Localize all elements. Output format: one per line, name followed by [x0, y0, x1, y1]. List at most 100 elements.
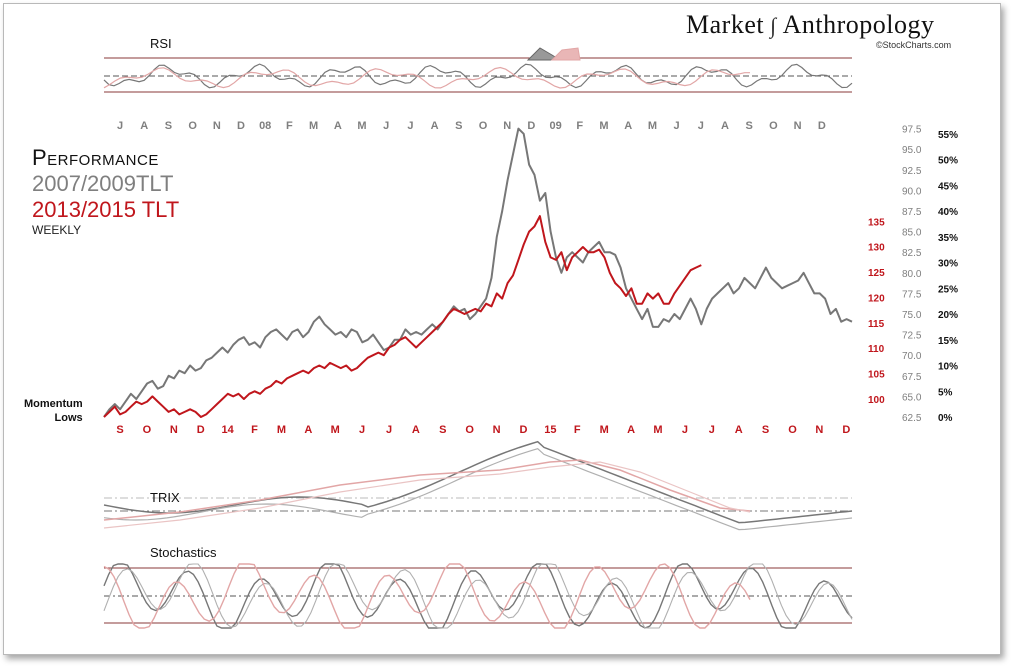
price-2007-axis-tick: 87.5	[902, 207, 922, 218]
top-axis-tick: M	[599, 120, 608, 132]
top-axis-tick: 09	[549, 120, 561, 132]
legend-title: Performance	[32, 145, 159, 170]
bottom-axis-tick: A	[735, 424, 743, 436]
top-axis-tick: O	[479, 120, 488, 132]
bottom-axis-tick: J	[359, 424, 365, 436]
top-axis-tick: D	[237, 120, 245, 132]
dna-icon: ∫	[770, 13, 777, 38]
bottom-axis-tick: J	[682, 424, 688, 436]
price-2007-axis-tick: 62.5	[902, 413, 922, 424]
bottom-axis-tick: F	[251, 424, 258, 436]
percent-axis-tick: 40%	[938, 207, 958, 218]
top-axis-tick: N	[794, 120, 802, 132]
performance-legend: Performance 2007/2009TLT 2013/2015 TLT W…	[32, 145, 179, 237]
percent-axis-tick: 10%	[938, 362, 958, 373]
stochastics-label: Stochastics	[150, 545, 217, 560]
price-2007-axis-tick: 70.0	[902, 351, 922, 362]
bottom-axis-tick: S	[116, 424, 123, 436]
bottom-axis-tick: A	[412, 424, 420, 436]
top-axis-tick: M	[357, 120, 366, 132]
brand-right: Anthropology	[782, 10, 935, 39]
top-axis-tick: A	[140, 120, 148, 132]
bottom-axis-tick: O	[465, 424, 474, 436]
top-axis-tick: A	[721, 120, 729, 132]
price-2013-axis-tick: 135	[868, 217, 885, 228]
bottom-axis-tick: M	[600, 424, 609, 436]
top-axis-tick: J	[674, 120, 680, 132]
rsi-gray-peak	[526, 47, 562, 61]
price-2007-axis-tick: 75.0	[902, 310, 922, 321]
price-2013-axis-tick: 105	[868, 370, 885, 381]
top-axis-tick: M	[648, 120, 657, 132]
bottom-axis-tick: O	[143, 424, 152, 436]
bottom-axis-tick: N	[493, 424, 501, 436]
legend-frequency: WEEKLY	[32, 223, 82, 237]
price-2007-axis-tick: 80.0	[902, 269, 922, 280]
price-2007-axis-tick: 67.5	[902, 372, 922, 383]
series-2013-line	[103, 215, 702, 418]
copyright-text: ©StockCharts.com	[876, 40, 952, 50]
bottom-axis-tick: N	[170, 424, 178, 436]
legend-series-2013: 2013/2015 TLT	[32, 197, 180, 222]
price-2007-axis-tick: 95.0	[902, 145, 922, 156]
top-axis-tick: D	[527, 120, 535, 132]
top-axis-tick: A	[334, 120, 342, 132]
trix-red-line	[103, 459, 751, 521]
price-2007-axis-tick: 72.5	[902, 331, 922, 342]
price-2007-axis-tick: 97.5	[902, 125, 922, 136]
percent-axis-tick: 30%	[938, 259, 958, 270]
price-2013-axis-tick: 110	[868, 344, 885, 355]
brand-logo: Market ∫ Anthropology	[686, 10, 935, 40]
price-2007-axis-tick: 90.0	[902, 186, 922, 197]
trix-red-signal	[103, 461, 751, 529]
top-axis-tick: F	[286, 120, 293, 132]
top-axis-tick: S	[746, 120, 753, 132]
percent-axis-tick: 5%	[938, 387, 953, 398]
price-2013-axis-tick: 125	[868, 268, 885, 279]
top-axis-tick: O	[769, 120, 778, 132]
rsi-gray-line	[103, 63, 853, 89]
price-2007-axis-tick: 82.5	[902, 248, 922, 259]
percent-axis-tick: 45%	[938, 181, 958, 192]
rsi-label: RSI	[150, 36, 172, 51]
bottom-axis-tick: D	[197, 424, 205, 436]
stoch-gray-line	[103, 563, 853, 629]
stoch-red-line	[103, 563, 751, 629]
price-2007-axis-tick: 85.0	[902, 228, 922, 239]
chart-frame	[3, 3, 1001, 655]
price-2013-axis-tick: 120	[868, 293, 885, 304]
percent-axis-tick: 15%	[938, 336, 958, 347]
top-axis-tick: J	[407, 120, 413, 132]
bottom-axis-tick: A	[304, 424, 312, 436]
percent-axis-tick: 55%	[938, 130, 958, 141]
bottom-axis-tick: S	[762, 424, 769, 436]
momentum-line2: Lows	[54, 412, 83, 424]
trix-label: TRIX	[150, 490, 180, 505]
bottom-axis-tick: J	[386, 424, 392, 436]
percent-axis-tick: 0%	[938, 413, 953, 424]
top-axis-tick: 08	[259, 120, 271, 132]
top-axis-tick: N	[213, 120, 221, 132]
top-axis-tick: O	[188, 120, 197, 132]
price-2007-axis-tick: 77.5	[902, 289, 922, 300]
legend-series-2007: 2007/2009TLT	[32, 171, 174, 196]
trix-gray-signal	[103, 448, 853, 531]
top-axis-tick: F	[576, 120, 583, 132]
top-axis-tick: J	[698, 120, 704, 132]
bottom-axis-tick: N	[815, 424, 823, 436]
bottom-axis-tick: 14	[221, 424, 234, 436]
top-axis-tick: A	[624, 120, 632, 132]
trix-gray-line	[103, 440, 853, 524]
bottom-axis-tick: J	[709, 424, 715, 436]
percent-axis-tick: 20%	[938, 310, 958, 321]
bottom-axis-tick: S	[439, 424, 446, 436]
top-axis-tick: M	[309, 120, 318, 132]
bottom-axis-tick: O	[788, 424, 797, 436]
bottom-axis-tick: D	[842, 424, 850, 436]
top-axis-tick: J	[383, 120, 389, 132]
bottom-axis-tick: 15	[544, 424, 556, 436]
top-axis-tick: S	[165, 120, 172, 132]
bottom-axis-tick: D	[520, 424, 528, 436]
